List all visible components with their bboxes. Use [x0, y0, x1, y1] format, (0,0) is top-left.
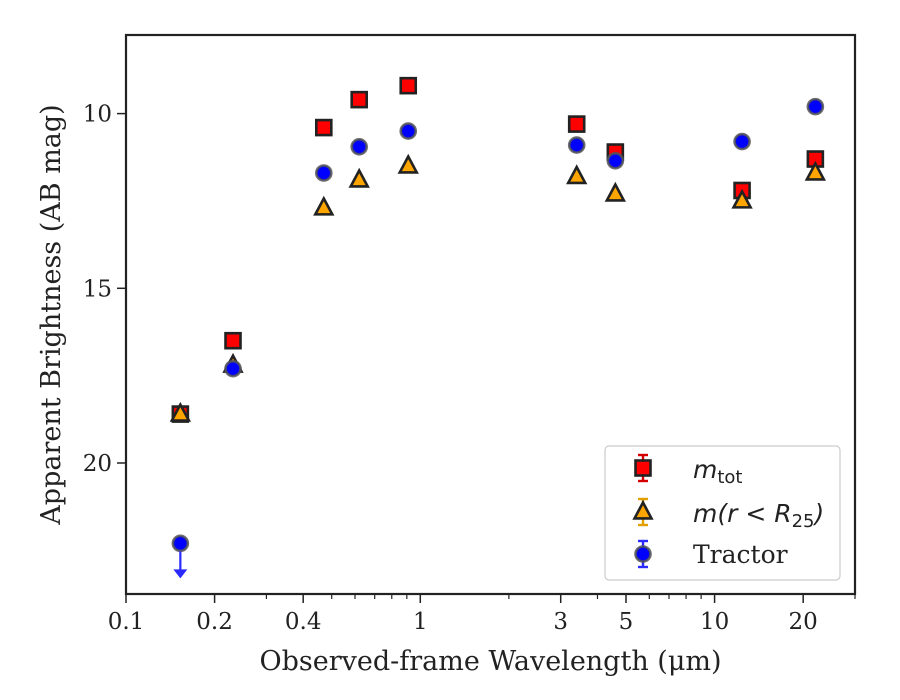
- m-r-r25-point: [348, 167, 370, 188]
- m-r-r25-point: [169, 401, 192, 422]
- y-tick-label: 15: [83, 276, 112, 302]
- y-axis-label: Apparent Brightness (AB mag): [36, 104, 67, 525]
- m-r-r25-point: [313, 195, 335, 216]
- tractor-point: [806, 97, 825, 116]
- tractor-point: [171, 534, 190, 553]
- axis-ticks: 0.1 0.2 0.4 1 3 5 10 20 10 15 20: [83, 102, 856, 635]
- legend-box: [604, 445, 841, 581]
- mtot-point: [224, 331, 242, 350]
- tractor-point: [350, 138, 368, 156]
- legend: mtot m(r < R25) Tractor: [604, 445, 841, 581]
- legend-label-tractor: Tractor: [693, 540, 788, 569]
- legend-marker-mtot: [634, 459, 652, 477]
- x-tick-label: 5: [619, 609, 634, 635]
- tractor-point: [314, 164, 333, 182]
- mtot-point: [399, 76, 418, 95]
- mtot-point: [567, 115, 586, 133]
- tractor-point: [224, 359, 242, 378]
- x-tick-label: 0.2: [196, 609, 233, 635]
- x-tick-label: 10: [700, 609, 729, 635]
- tractor-point: [399, 122, 418, 140]
- legend-label-m-r-r25: m(r < R25): [693, 499, 824, 532]
- m-r-r25-point: [397, 153, 419, 174]
- x-tick-label: 3: [553, 609, 568, 635]
- tractor-point: [606, 151, 625, 170]
- legend-marker-tractor: [634, 545, 652, 563]
- x-tick-label: 1: [413, 609, 428, 635]
- m-r-r25-point: [804, 160, 827, 181]
- data-markers: [169, 76, 827, 579]
- x-tick-label: 0.1: [108, 609, 145, 635]
- tractor-point: [567, 136, 586, 154]
- x-tick-label: 20: [789, 609, 818, 635]
- x-tick-label: 0.4: [285, 609, 322, 635]
- m-r-r25-point: [604, 181, 627, 202]
- legend-label-mtot: mtot: [693, 455, 743, 488]
- legend-markers: [632, 453, 654, 569]
- y-tick-label: 20: [83, 451, 112, 477]
- mtot-point: [314, 118, 333, 137]
- tractor-point: [733, 132, 751, 151]
- legend-marker-mr: [632, 499, 654, 520]
- m-r-r25-point: [566, 164, 588, 185]
- m-r-r25-point: [731, 188, 753, 209]
- x-axis-label: Observed-frame Wavelength (μm): [259, 646, 721, 677]
- mtot-point: [350, 90, 368, 109]
- y-tick-label: 10: [83, 102, 112, 128]
- upper-limit-arrowhead: [173, 569, 188, 579]
